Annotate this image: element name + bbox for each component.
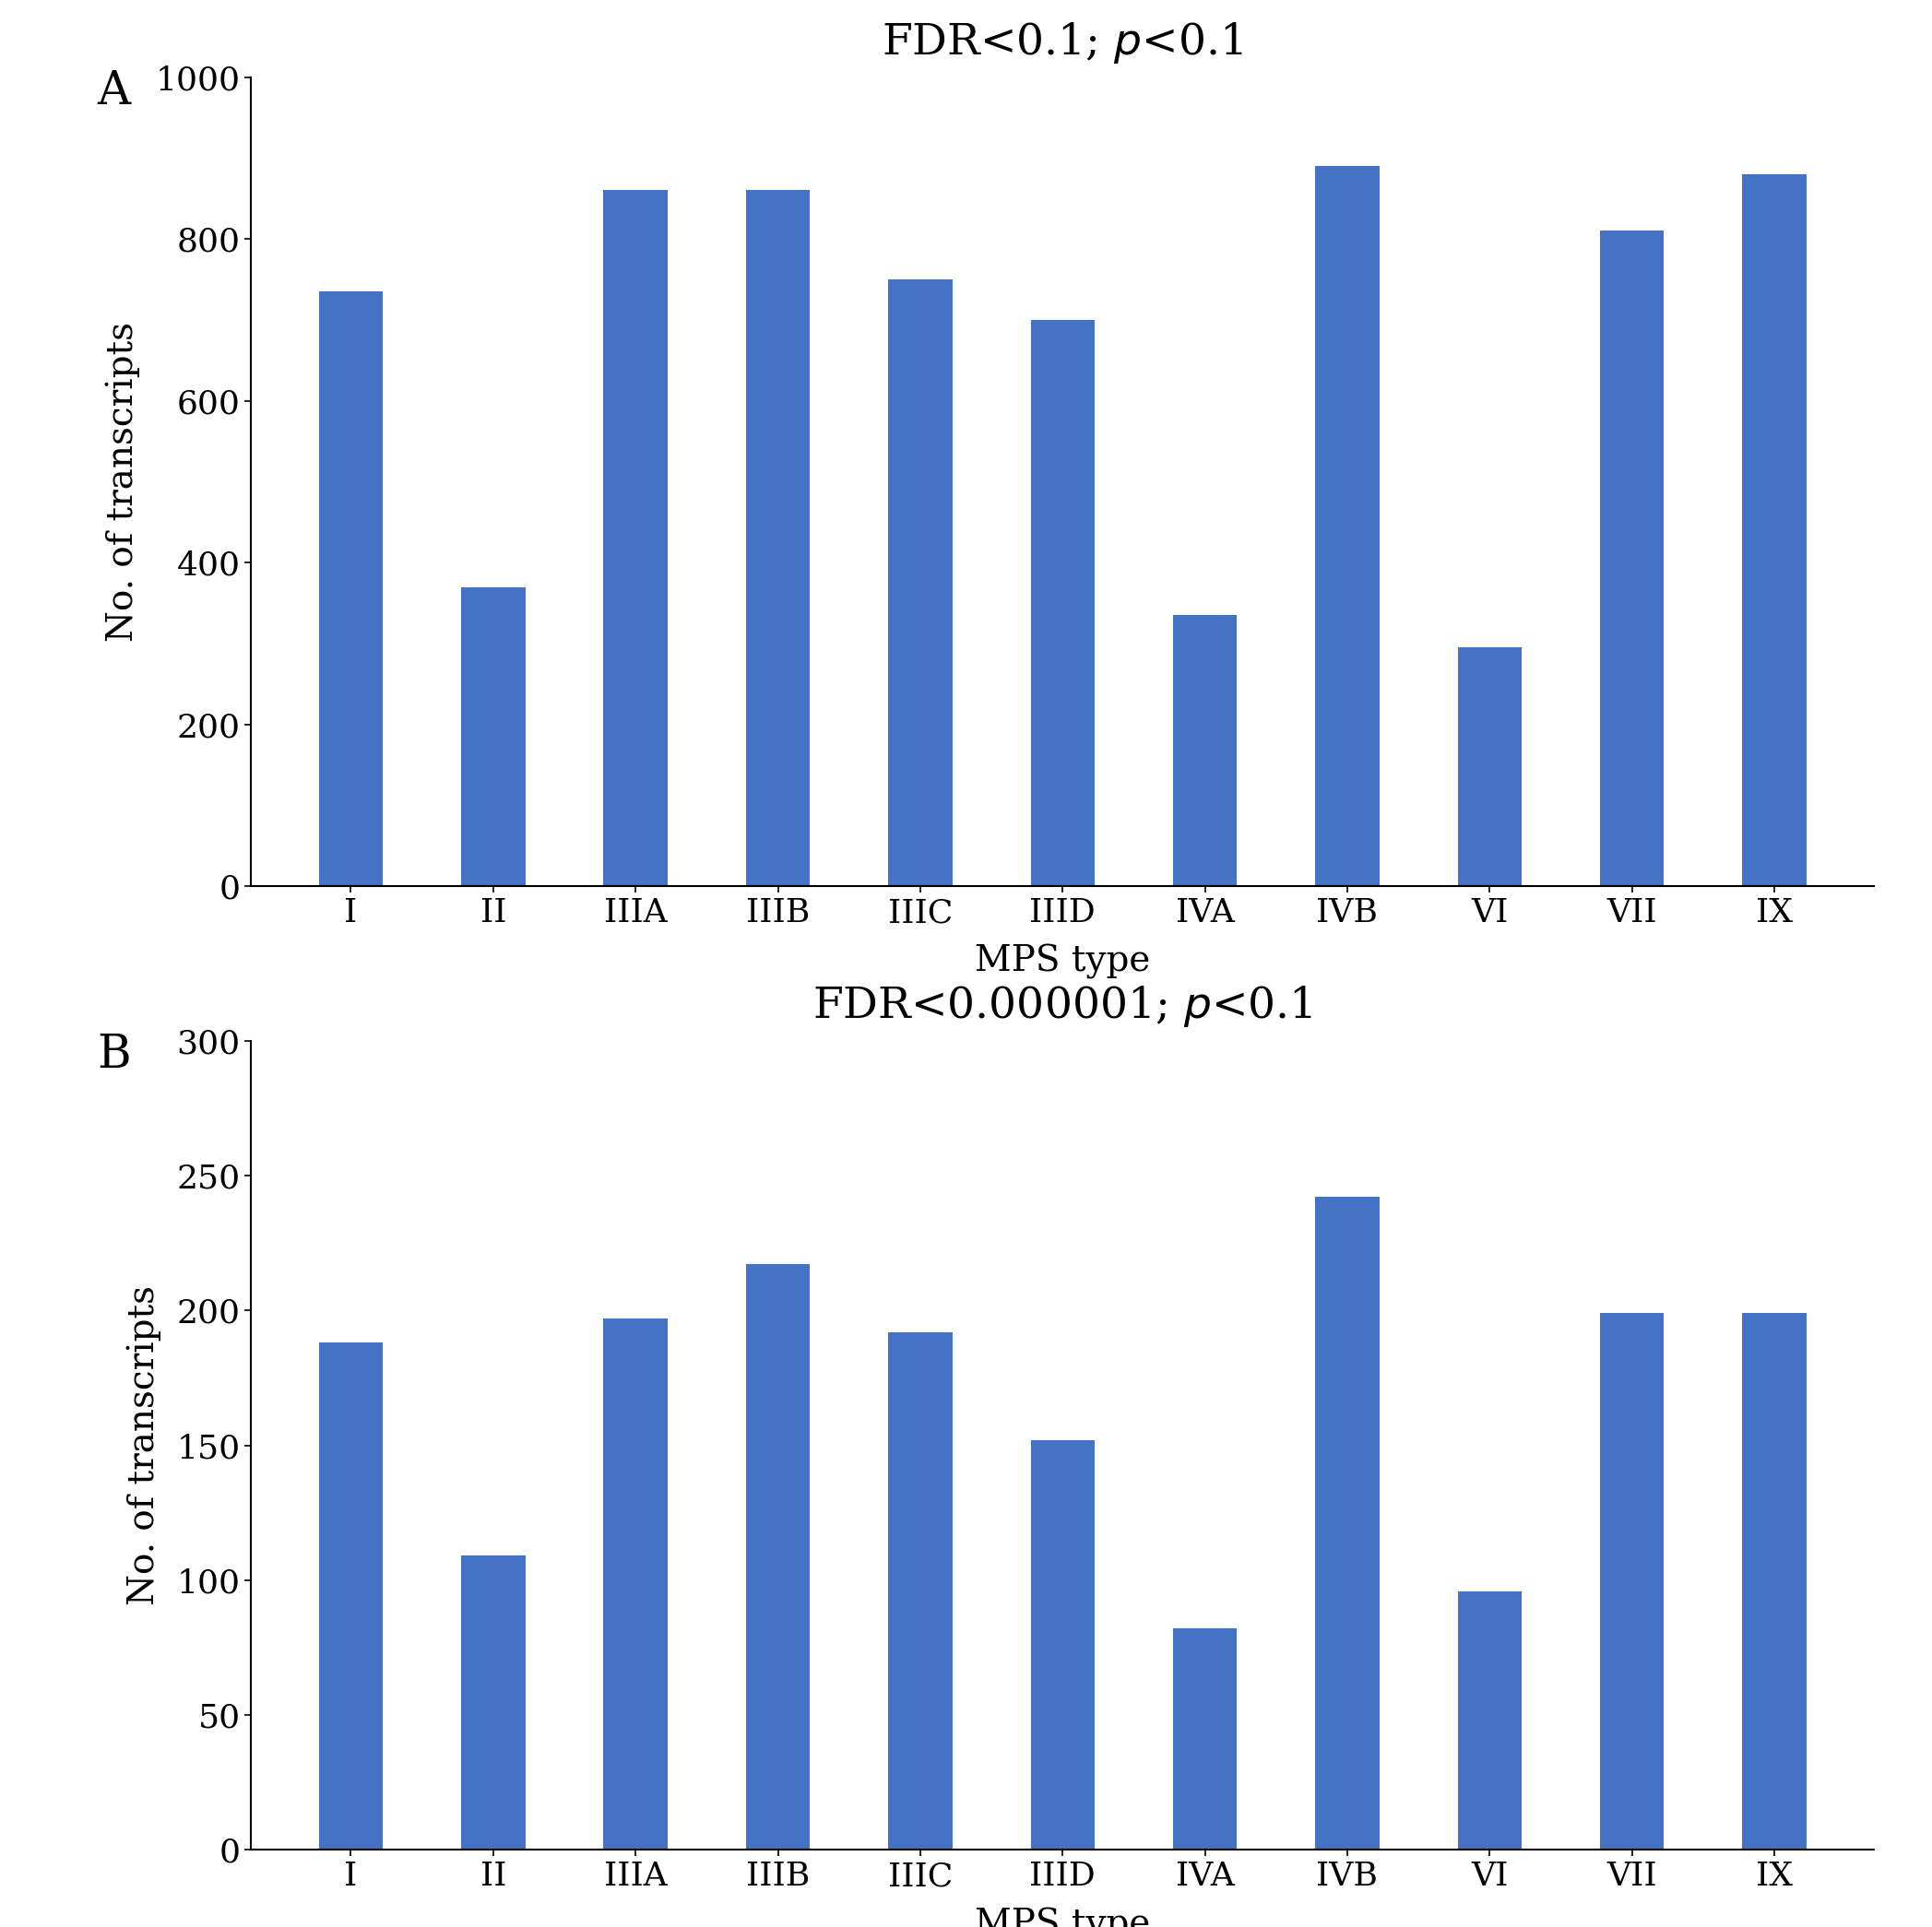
Bar	[1030, 320, 1095, 886]
Bar	[746, 191, 810, 886]
X-axis label: MPS type: MPS type	[976, 944, 1150, 979]
Bar	[1457, 1592, 1522, 1850]
Bar	[603, 1318, 668, 1850]
Bar	[319, 291, 383, 886]
Bar	[319, 1343, 383, 1850]
Bar	[1316, 166, 1379, 886]
Bar	[889, 279, 952, 886]
Bar	[1743, 173, 1806, 886]
Bar	[603, 191, 668, 886]
Bar	[462, 588, 526, 886]
Bar	[1173, 1628, 1236, 1850]
Y-axis label: No. of transcripts: No. of transcripts	[106, 322, 139, 642]
Bar	[1600, 1312, 1663, 1850]
Bar	[1600, 231, 1663, 886]
Bar	[889, 1332, 952, 1850]
Bar	[746, 1264, 810, 1850]
Text: A: A	[97, 69, 129, 114]
Bar	[1743, 1312, 1806, 1850]
Bar	[1316, 1197, 1379, 1850]
Bar	[1457, 647, 1522, 886]
X-axis label: MPS type: MPS type	[976, 1908, 1150, 1927]
Title: FDR<0.000001; $p$<0.1: FDR<0.000001; $p$<0.1	[813, 983, 1312, 1029]
Y-axis label: No. of transcripts: No. of transcripts	[128, 1285, 160, 1605]
Bar	[1030, 1439, 1095, 1850]
Title: FDR<0.1; $p$<0.1: FDR<0.1; $p$<0.1	[881, 19, 1244, 66]
Bar	[462, 1555, 526, 1850]
Bar	[1173, 615, 1236, 886]
Text: B: B	[97, 1033, 131, 1077]
